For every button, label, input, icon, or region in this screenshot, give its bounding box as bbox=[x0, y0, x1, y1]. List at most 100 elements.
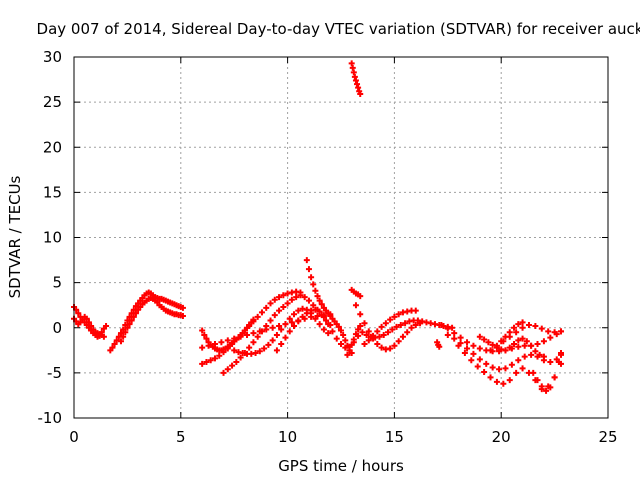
data-point bbox=[288, 296, 295, 303]
data-point bbox=[391, 313, 398, 320]
data-point bbox=[320, 326, 327, 333]
data-point bbox=[316, 308, 323, 315]
data-point bbox=[218, 339, 225, 346]
data-point bbox=[534, 377, 541, 384]
data-point bbox=[254, 333, 261, 340]
data-point bbox=[258, 328, 265, 335]
series-arc-8 bbox=[220, 292, 334, 376]
data-point bbox=[555, 359, 562, 366]
data-point bbox=[312, 315, 319, 322]
data-point bbox=[199, 327, 206, 334]
data-point bbox=[476, 345, 483, 352]
data-point bbox=[352, 302, 359, 309]
data-point bbox=[244, 331, 251, 338]
chart-title: Day 007 of 2014, Sidereal Day-to-day VTE… bbox=[37, 20, 640, 38]
data-point bbox=[500, 380, 507, 387]
series-arc-21 bbox=[476, 333, 547, 360]
data-point bbox=[250, 330, 257, 337]
data-point bbox=[519, 324, 526, 331]
series-arc-24 bbox=[530, 350, 565, 394]
data-point bbox=[357, 322, 364, 329]
data-point bbox=[130, 313, 137, 320]
series-arc-25 bbox=[434, 339, 443, 350]
data-point bbox=[547, 384, 554, 391]
data-point bbox=[464, 345, 471, 352]
data-point bbox=[378, 323, 385, 330]
data-point bbox=[378, 344, 385, 351]
data-point bbox=[179, 304, 186, 311]
data-point bbox=[438, 322, 445, 329]
data-point bbox=[352, 331, 359, 338]
y-tick-label: 20 bbox=[43, 138, 62, 156]
series-arc-19 bbox=[444, 331, 565, 373]
data-point bbox=[211, 340, 218, 347]
y-tick-label: 15 bbox=[43, 183, 62, 201]
data-point bbox=[291, 322, 298, 329]
data-point bbox=[515, 337, 522, 344]
data-point bbox=[534, 340, 541, 347]
data-point bbox=[286, 328, 293, 335]
data-point bbox=[318, 301, 325, 308]
data-point bbox=[211, 355, 218, 362]
data-point bbox=[496, 366, 503, 373]
data-point bbox=[205, 342, 212, 349]
x-tick-label: 25 bbox=[598, 428, 617, 446]
data-point bbox=[515, 321, 522, 328]
data-point bbox=[335, 323, 342, 330]
grid-lines bbox=[74, 57, 608, 418]
data-point bbox=[476, 356, 483, 363]
data-point bbox=[329, 328, 336, 335]
data-point bbox=[519, 335, 526, 342]
data-point bbox=[295, 307, 302, 314]
data-point bbox=[515, 343, 522, 350]
data-point bbox=[519, 365, 526, 372]
series-arc-11 bbox=[303, 257, 355, 357]
data-point bbox=[349, 64, 356, 71]
data-point bbox=[455, 342, 462, 349]
data-point bbox=[374, 328, 381, 335]
data-point bbox=[316, 297, 323, 304]
data-point bbox=[457, 334, 464, 341]
data-point bbox=[493, 378, 500, 385]
data-point bbox=[132, 310, 139, 317]
data-point bbox=[476, 333, 483, 340]
data-point bbox=[301, 294, 308, 301]
data-point bbox=[543, 387, 550, 394]
y-tick-label: 25 bbox=[43, 93, 62, 111]
data-point bbox=[344, 351, 351, 358]
data-point bbox=[451, 335, 458, 342]
data-point bbox=[513, 369, 520, 376]
data-point bbox=[538, 383, 545, 390]
data-point bbox=[393, 323, 400, 330]
data-point bbox=[502, 347, 509, 354]
series-arc-23 bbox=[498, 319, 526, 345]
data-point bbox=[305, 266, 312, 273]
data-point bbox=[551, 374, 558, 381]
data-point bbox=[100, 333, 107, 340]
data-point bbox=[412, 307, 419, 314]
data-point bbox=[288, 319, 295, 326]
data-point bbox=[370, 332, 377, 339]
data-point bbox=[338, 340, 344, 347]
data-point bbox=[312, 287, 319, 294]
data-point bbox=[498, 338, 505, 345]
y-tick-label: 30 bbox=[43, 48, 62, 66]
data-point bbox=[387, 316, 394, 323]
data-point bbox=[389, 326, 396, 333]
data-point bbox=[231, 335, 238, 342]
y-axis-label: SDTVAR / TECUs bbox=[6, 175, 24, 298]
data-point bbox=[489, 364, 496, 371]
data-point bbox=[308, 274, 315, 281]
data-point bbox=[502, 365, 509, 372]
data-point bbox=[355, 326, 362, 333]
data-point bbox=[350, 69, 357, 76]
data-point bbox=[233, 359, 240, 366]
series-arc-22 bbox=[487, 322, 565, 354]
data-point bbox=[303, 310, 310, 317]
data-point bbox=[547, 334, 554, 341]
data-point bbox=[261, 345, 268, 352]
data-point bbox=[525, 322, 532, 329]
data-point bbox=[354, 81, 361, 88]
data-point bbox=[126, 321, 133, 328]
data-point bbox=[305, 297, 312, 304]
